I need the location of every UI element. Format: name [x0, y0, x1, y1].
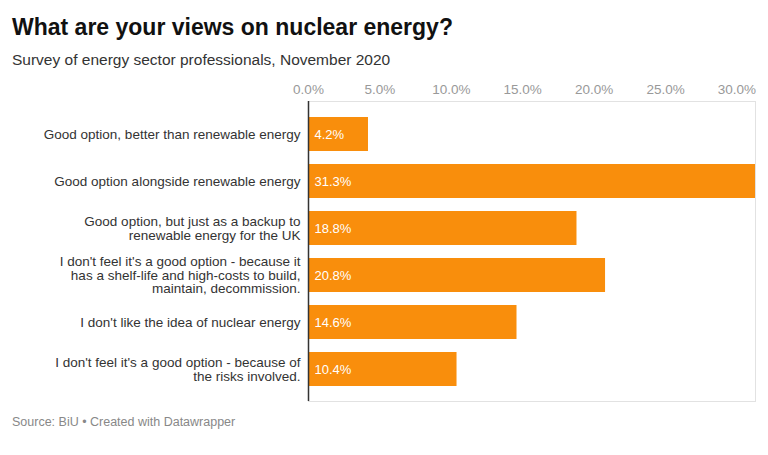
svg-text:Good option, better than renew: Good option, better than renewable energ…: [44, 127, 301, 142]
svg-text:20.8%: 20.8%: [315, 268, 352, 283]
svg-text:18.8%: 18.8%: [315, 221, 352, 236]
svg-text:10.0%: 10.0%: [432, 82, 470, 97]
html-text:Survey of energy sector profes: Survey of energy sector professionals, N…: [12, 51, 391, 68]
svg-text:I don't feel it's a good optio: I don't feel it's a good option - becaus…: [55, 355, 301, 384]
svg-text:30.0%: 30.0%: [718, 82, 756, 97]
svg-text:20.0%: 20.0%: [575, 82, 613, 97]
svg-text:10.4%: 10.4%: [315, 362, 352, 377]
svg-text:31.3%: 31.3%: [315, 174, 352, 189]
html-text:What are your views on nuclear: What are your views on nuclear energy?: [12, 14, 453, 40]
svg-text:25.0%: 25.0%: [646, 82, 684, 97]
html-text:Source: BiU • Created with Dat: Source: BiU • Created with Datawrapper: [12, 415, 236, 429]
svg-text:4.2%: 4.2%: [315, 127, 345, 142]
svg-text:14.6%: 14.6%: [315, 315, 352, 330]
svg-text:0.0%: 0.0%: [293, 82, 324, 97]
svg-text:Good option, but just as a bac: Good option, but just as a backup torene…: [84, 214, 300, 243]
svg-text:I don't feel it's a good optio: I don't feel it's a good option - becaus…: [60, 254, 301, 296]
svg-text:I don't like the idea of nucle: I don't like the idea of nuclear energy: [80, 315, 300, 330]
svg-text:15.0%: 15.0%: [504, 82, 542, 97]
svg-text:Good option alongside renewabl: Good option alongside renewable energy: [54, 174, 300, 189]
svg-text:5.0%: 5.0%: [365, 82, 396, 97]
